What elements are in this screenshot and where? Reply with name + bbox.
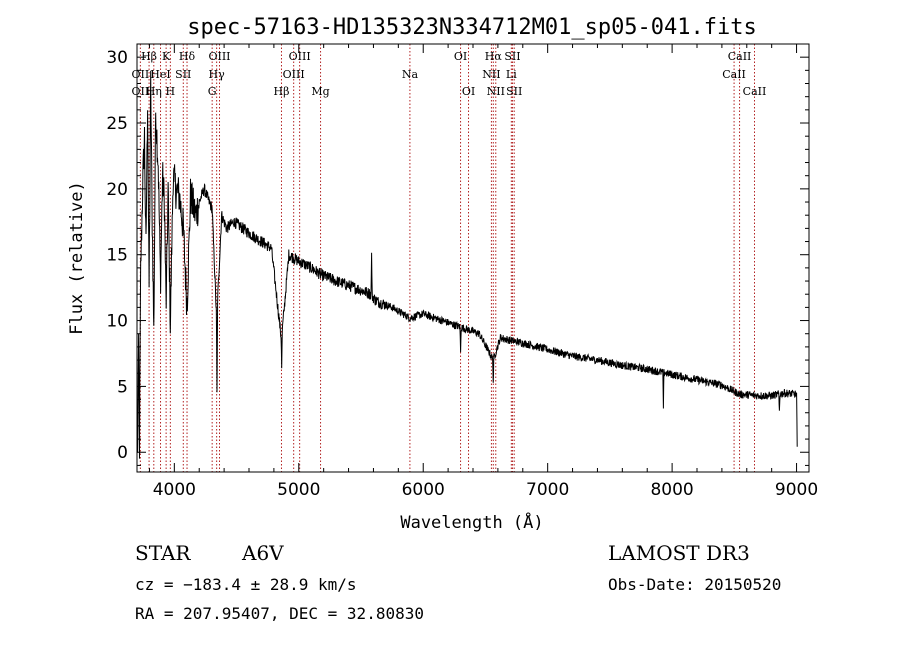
line-label: NII: [482, 68, 500, 81]
x-tick-label: 8000: [650, 480, 693, 500]
coordinates: RA = 207.95407, DEC = 32.80830: [135, 604, 424, 623]
line-label: OII: [132, 68, 150, 81]
line-label: Mg: [311, 85, 329, 98]
line-label: SII: [506, 85, 522, 98]
y-tick-label: 0: [117, 443, 128, 463]
line-label: SII: [175, 68, 191, 81]
x-axis-label: Wavelength (Å): [400, 511, 543, 533]
line-label: CaII: [728, 50, 752, 63]
x-tick-label: 4000: [153, 480, 196, 500]
redshift-readout: cz = −183.4 ± 28.9 km/s: [135, 575, 357, 594]
y-tick-label: 15: [106, 246, 128, 266]
line-label: NII: [487, 85, 505, 98]
line-markers: [139, 44, 755, 472]
line-label: OIII: [283, 68, 305, 81]
y-tick-label: 10: [106, 312, 128, 332]
line-label: CaII: [743, 85, 767, 98]
line-label: K: [162, 50, 171, 63]
line-label: OI: [454, 50, 467, 63]
line-label: Li: [506, 68, 517, 81]
y-tick-label: 20: [106, 180, 128, 200]
line-label: Hγ: [209, 68, 226, 81]
line-label: Na: [402, 68, 419, 81]
plot-frame: [136, 43, 810, 473]
y-tick-label: 30: [106, 48, 128, 68]
line-label: OIII: [208, 50, 230, 63]
line-label: OI: [462, 85, 475, 98]
spectral-subclass: A6V: [242, 541, 284, 565]
y-axis-ticks: 0 5 10 15 20 25 30: [106, 43, 809, 466]
x-tick-label: 6000: [402, 480, 445, 500]
line-label: Hη: [146, 85, 162, 98]
line-label: Hδ: [179, 50, 196, 63]
line-label: HeI: [150, 68, 170, 81]
y-tick-label: 25: [106, 114, 128, 134]
survey-name: LAMOST DR3: [608, 541, 750, 565]
line-label: Hβ: [141, 50, 157, 63]
object-type: STAR: [135, 541, 191, 565]
line-label: Hα: [485, 50, 503, 63]
line-label: OII: [132, 85, 150, 98]
x-tick-label: 9000: [775, 480, 818, 500]
x-tick-label: 7000: [526, 480, 569, 500]
line-label: CaII: [722, 68, 746, 81]
y-axis-label: Flux (relative): [67, 181, 87, 335]
x-tick-label: 5000: [277, 480, 320, 500]
line-label: G: [208, 85, 217, 98]
line-label: OIII: [289, 50, 311, 63]
spectrum-line: [137, 70, 798, 459]
line-label: SII: [504, 50, 520, 63]
x-axis-ticks: 4000 5000 6000 7000 8000 9000: [148, 44, 818, 500]
y-tick-label: 5: [117, 377, 128, 397]
obs-date: Obs-Date: 20150520: [608, 575, 782, 594]
line-label: Hβ: [274, 85, 290, 98]
chart-title: spec-57163-HD135323N334712M01_sp05-041.f…: [187, 15, 757, 40]
line-label: H: [166, 85, 176, 98]
